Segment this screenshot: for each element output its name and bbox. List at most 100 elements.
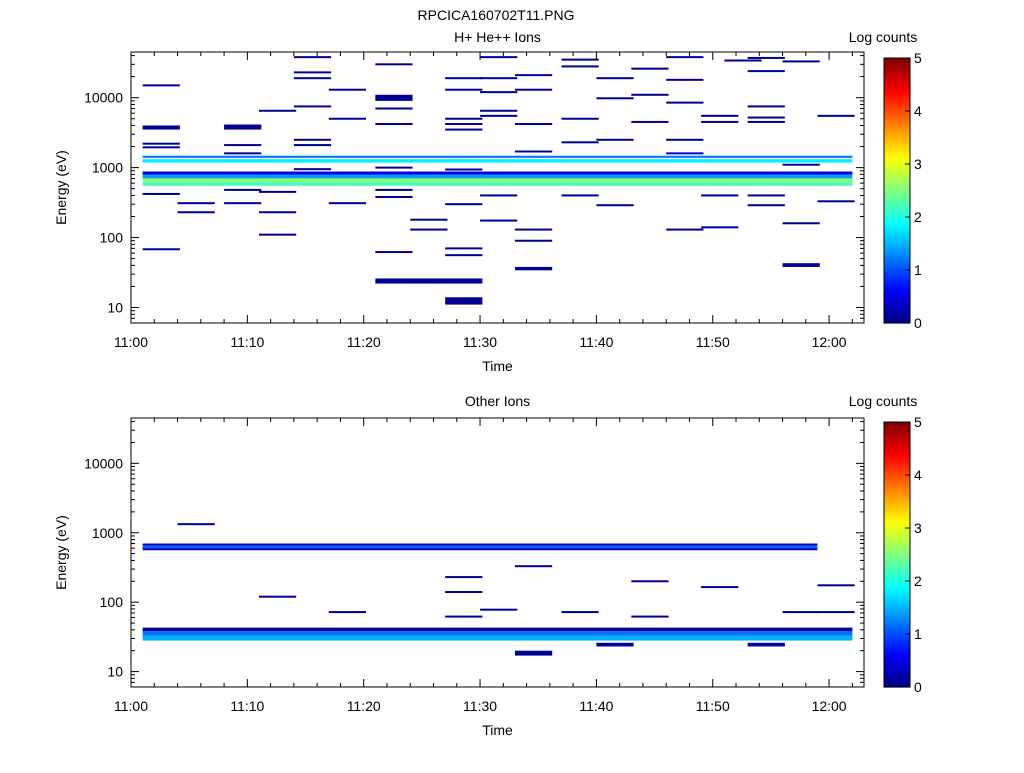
colorbar-step	[884, 451, 910, 455]
heatmap-cell	[666, 101, 704, 104]
heatmap-cell	[293, 138, 332, 141]
colorbar-step	[884, 145, 910, 149]
heatmap-cell	[514, 565, 553, 568]
heatmap-cell	[445, 77, 483, 80]
heatmap-cell	[293, 105, 332, 108]
heatmap-cell	[747, 120, 785, 123]
colorbar-step	[884, 169, 910, 173]
colorbar-step	[884, 153, 910, 157]
colorbar-step	[884, 217, 910, 221]
colorbar-step	[884, 490, 910, 495]
colorbar-step	[884, 166, 910, 170]
heatmap-cell	[224, 124, 262, 127]
colorbar-step	[884, 506, 910, 511]
energy-band	[142, 174, 853, 179]
heatmap-cell	[701, 194, 739, 197]
colorbar-step	[884, 681, 910, 685]
colorbar-tick-label: 4	[914, 103, 922, 119]
colorbar-step	[884, 475, 910, 479]
colorbar-tick-label: 1	[914, 262, 922, 278]
colorbar-step	[884, 248, 910, 253]
colorbar-step	[884, 493, 910, 497]
colorbar-step	[884, 649, 910, 654]
colorbar-step	[884, 520, 910, 524]
heatmap-cell	[514, 228, 553, 231]
energy-band	[142, 171, 853, 175]
heatmap-cell	[445, 88, 483, 91]
heatmap-cell	[258, 211, 297, 214]
heatmap-cell	[328, 88, 367, 91]
heatmap-cell	[445, 168, 483, 171]
y-tick-label: 10000	[84, 455, 123, 471]
heatmap-cell	[480, 608, 518, 611]
heatmap-cell	[747, 194, 785, 197]
heatmap-cell	[224, 152, 262, 155]
heatmap-cell	[445, 297, 483, 305]
colorbar-step	[884, 277, 910, 282]
heatmap-cell	[445, 203, 483, 206]
colorbar-tick-label: 5	[914, 414, 922, 430]
heatmap-cell	[817, 611, 855, 614]
colorbar-step	[884, 565, 910, 569]
colorbar-step	[884, 132, 910, 136]
colorbar-step	[884, 148, 910, 152]
colorbar-step	[884, 512, 910, 516]
heatmap-cell	[514, 266, 553, 271]
colorbar-step	[884, 240, 910, 245]
colorbar-step	[884, 429, 910, 434]
colorbar-step	[884, 599, 910, 603]
heatmap-cell	[142, 142, 180, 145]
x-tick-label: 11:10	[230, 334, 264, 350]
y-tick-label: 10	[107, 664, 123, 680]
energy-band	[142, 548, 818, 551]
colorbar-step	[884, 634, 910, 638]
heatmap-cell	[514, 74, 553, 77]
x-tick-label: 11:20	[347, 334, 381, 350]
colorbar-step	[884, 283, 910, 287]
colorbar-step	[884, 461, 910, 465]
heatmap-cell	[596, 642, 634, 647]
colorbar-step	[884, 657, 910, 662]
colorbar-step	[884, 222, 910, 226]
colorbar-step	[884, 209, 910, 213]
heatmap-cell	[375, 63, 413, 66]
heatmap-cell	[817, 114, 855, 117]
colorbar-step	[884, 554, 910, 558]
heatmap-cell	[631, 120, 669, 123]
heatmap-cell	[328, 611, 367, 614]
x-axis-label: Time	[482, 358, 513, 374]
heatmap-cell	[514, 150, 553, 153]
colorbar-step	[884, 118, 910, 123]
colorbar-step	[884, 456, 910, 460]
colorbar-step	[884, 620, 910, 624]
heatmap-cell	[596, 97, 634, 100]
heatmap-cell	[375, 107, 413, 110]
colorbar-step	[884, 591, 910, 595]
y-tick-label: 100	[100, 594, 124, 610]
colorbar-step	[884, 246, 910, 250]
heatmap-cell	[701, 120, 739, 123]
colorbar-step	[884, 464, 910, 468]
colorbar-step	[884, 676, 910, 680]
heatmap-cell	[480, 77, 518, 80]
colorbar-frame	[883, 421, 911, 688]
colorbar-step	[884, 219, 910, 223]
heatmap-cell	[293, 168, 332, 171]
colorbar-step	[884, 445, 910, 450]
figure-title: RPCICA160702T11.PNG	[418, 7, 575, 23]
heatmap-cell	[142, 125, 180, 130]
colorbar-tick-label: 1	[914, 626, 922, 642]
heatmap-cell	[410, 228, 448, 231]
x-tick-label: 11:40	[579, 698, 613, 714]
x-tick-label: 11:50	[696, 698, 730, 714]
colorbar-step	[884, 528, 910, 532]
colorbar-step	[884, 578, 910, 582]
colorbar-step	[884, 76, 910, 80]
colorbar-step	[884, 206, 910, 210]
colorbar-step	[884, 453, 910, 458]
heatmap-cell	[480, 219, 518, 222]
heatmap-cell	[782, 263, 820, 267]
colorbar-step	[884, 623, 910, 627]
